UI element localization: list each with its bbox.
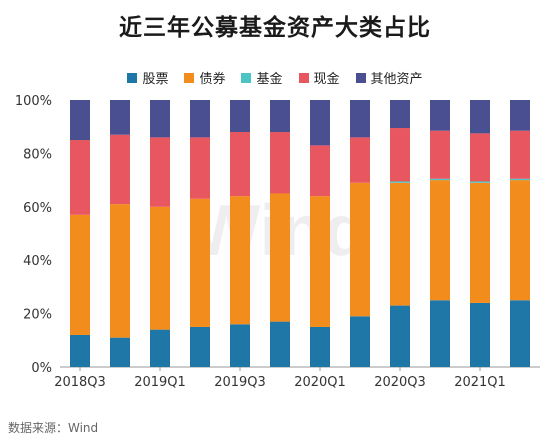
- legend-label: 股票: [142, 72, 169, 87]
- bar-segment: [110, 134, 130, 205]
- bar-segment: [430, 300, 450, 367]
- bar-segment: [390, 182, 410, 306]
- bar-segment: [190, 326, 210, 367]
- bar-segment: [470, 181, 490, 183]
- bar-segment: [510, 130, 530, 179]
- bar-segment: [390, 305, 410, 367]
- legend-item: 其他资产: [355, 68, 423, 87]
- bar-segment: [310, 145, 330, 197]
- legend-item: 基金: [241, 68, 283, 87]
- legend-swatch: [241, 72, 252, 83]
- bar-segment: [230, 196, 250, 325]
- legend-label: 其他资产: [370, 72, 423, 87]
- bar-segment: [150, 137, 170, 207]
- x-tick-label: 2021Q1: [454, 375, 506, 390]
- bar-segment: [310, 196, 330, 327]
- y-tick-label: 100%: [15, 94, 52, 109]
- bar-segment: [230, 100, 250, 133]
- y-tick-label: 60%: [23, 201, 52, 216]
- legend: 股票 债券 基金 现金 其他资产: [0, 68, 550, 87]
- legend-swatch: [184, 72, 195, 83]
- y-tick-label: 20%: [23, 308, 52, 323]
- bar-segment: [190, 137, 210, 199]
- x-tick-label: 2018Q3: [54, 375, 106, 390]
- bar-segment: [470, 133, 490, 182]
- bar-segment: [470, 100, 490, 134]
- y-tick-label: 80%: [23, 147, 52, 162]
- legend-item: 现金: [298, 68, 340, 87]
- y-tick-label: 40%: [23, 254, 52, 269]
- bar-segment: [70, 100, 90, 141]
- x-tick-label: 2020Q1: [294, 375, 346, 390]
- bar-segment: [510, 300, 530, 367]
- bar-segment: [510, 100, 530, 131]
- bar-segment: [150, 329, 170, 367]
- bar-segment: [230, 324, 250, 367]
- bar-segment: [350, 182, 370, 317]
- legend-swatch: [127, 72, 138, 83]
- bar-segment: [310, 326, 330, 367]
- bar-segment: [430, 180, 450, 301]
- bar-segment: [150, 206, 170, 330]
- bar-segment: [430, 178, 450, 181]
- bar-segment: [110, 337, 130, 367]
- bar-segment: [390, 181, 410, 183]
- bar-segment: [270, 193, 290, 322]
- bar-segment: [350, 100, 370, 138]
- bar-segment: [350, 137, 370, 183]
- bar-segment: [350, 316, 370, 367]
- y-tick-label: 0%: [31, 361, 52, 376]
- bar-segment: [190, 198, 210, 327]
- bar-segment: [270, 321, 290, 367]
- bar-segment: [110, 204, 130, 338]
- x-tick-label: 2020Q3: [374, 375, 426, 390]
- bar-segment: [110, 100, 130, 135]
- legend-label: 基金: [256, 72, 283, 87]
- source-note: 数据来源：Wind: [8, 421, 99, 435]
- bar-segment: [70, 214, 90, 335]
- bar-segment: [510, 178, 530, 181]
- bar-segment: [390, 100, 410, 129]
- bar-segment: [510, 180, 530, 301]
- bar-segment: [70, 140, 90, 215]
- x-tick-label: 2019Q3: [214, 375, 266, 390]
- bar-segment: [270, 100, 290, 133]
- bar-segment: [70, 334, 90, 367]
- bar-segment: [230, 132, 250, 197]
- legend-item: 股票: [127, 68, 168, 87]
- bar-segment: [310, 100, 330, 146]
- chart-title: 近三年公募基金资产大类占比: [119, 15, 431, 41]
- bar-segment: [430, 100, 450, 131]
- legend-swatch: [355, 72, 366, 83]
- bar-segment: [190, 100, 210, 138]
- legend-label: 现金: [313, 72, 340, 87]
- bar-segment: [470, 302, 490, 367]
- bar-segment: [470, 182, 490, 303]
- legend-swatch: [298, 72, 309, 83]
- legend-item: 债券: [184, 68, 225, 87]
- legend-label: 债券: [199, 72, 226, 87]
- bar-segment: [390, 128, 410, 182]
- bar-segment: [430, 130, 450, 179]
- bar-segment: [150, 100, 170, 138]
- bar-segment: [270, 132, 290, 194]
- x-tick-label: 2019Q1: [134, 375, 186, 390]
